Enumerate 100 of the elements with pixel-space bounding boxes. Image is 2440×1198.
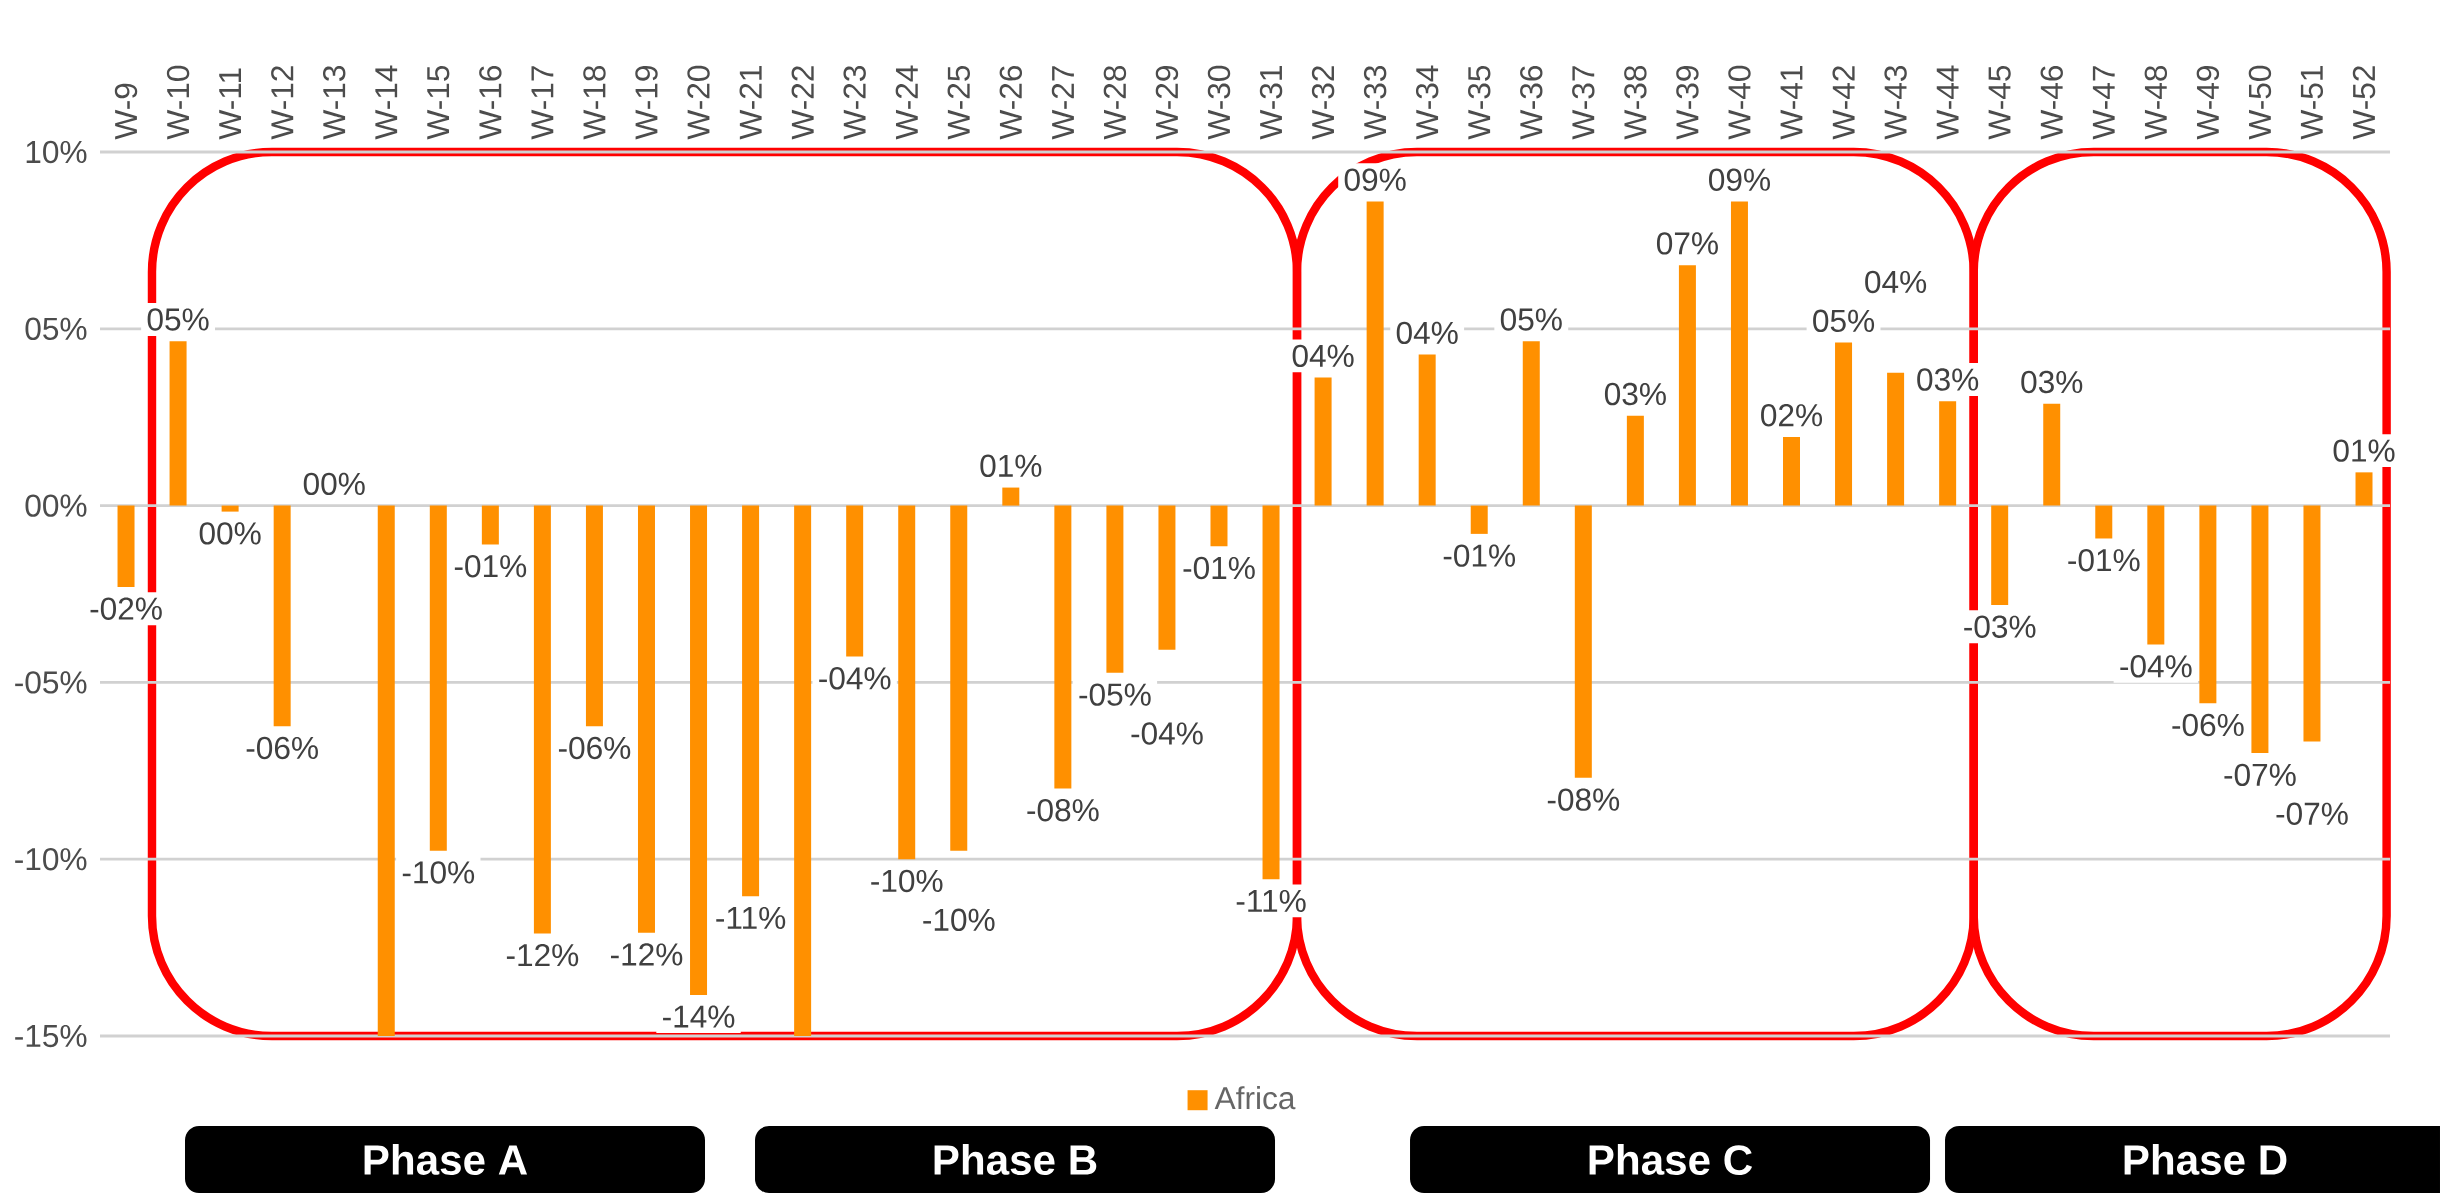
data-label: -10% (402, 861, 475, 884)
x-tick-label: W-52 (2352, 66, 2376, 140)
data-label: -07% (2224, 763, 2296, 787)
x-tick-label: W-22 (791, 66, 814, 140)
bar (794, 505, 812, 1036)
bar (2095, 505, 2113, 539)
bar (690, 505, 708, 995)
x-tick-label: W-31 (1259, 66, 1283, 140)
data-label: 05% (147, 308, 209, 331)
bar (481, 505, 499, 545)
data-label: 03% (2021, 370, 2083, 394)
x-tick-label: W-28 (1103, 65, 1127, 140)
legend-label: Africa (1214, 1086, 1296, 1110)
x-tick-label: W-38 (1624, 65, 1647, 140)
data-label: -02% (90, 597, 162, 620)
bar (2251, 505, 2269, 754)
x-tick-label: W-19 (635, 66, 658, 140)
bar (637, 505, 655, 933)
data-label: -11% (716, 906, 786, 929)
x-tick-label: W-24 (895, 65, 918, 140)
bar (846, 505, 864, 657)
bar (1158, 505, 1176, 650)
bar (898, 505, 916, 860)
x-tick-label: W-33 (1363, 65, 1387, 140)
x-tick-label: W-23 (843, 65, 866, 140)
data-label: -04% (1131, 722, 1203, 745)
data-label: -10% (871, 869, 943, 893)
bar (1574, 505, 1592, 778)
data-label: -06% (246, 736, 318, 760)
x-tick-label: W-29 (1155, 66, 1179, 140)
x-tick-label: W-26 (999, 65, 1023, 140)
data-label: 05% (1813, 309, 1875, 333)
y-tick-label: -15% (15, 1024, 87, 1048)
bar (585, 505, 603, 727)
data-label: -01% (454, 555, 527, 578)
bar (169, 341, 187, 506)
x-tick-label: W-45 (1988, 65, 2011, 140)
text: Phase B (934, 1144, 1097, 1175)
text: Phase A (364, 1144, 528, 1175)
data-label: 01% (980, 454, 1042, 478)
bar (950, 505, 968, 851)
data-label: -06% (558, 736, 631, 760)
data-label: -12% (611, 943, 683, 966)
bar (1783, 436, 1800, 506)
bar (1730, 201, 1748, 506)
x-tick-label: W-11 (219, 68, 241, 140)
x-tick-label: W-21 (739, 66, 762, 140)
x-tick-label: W-47 (2092, 66, 2115, 140)
bar (2147, 505, 2165, 645)
x-tick-label: W-9 (114, 83, 138, 140)
data-label: -12% (506, 943, 579, 967)
bar (1678, 265, 1696, 506)
bar (2043, 403, 2061, 506)
data-label: -01% (1443, 544, 1516, 567)
x-tick-label: W-41 (1780, 66, 1803, 140)
x-tick-label: W-35 (1468, 65, 1491, 140)
data-label: -01% (2068, 549, 2140, 572)
x-tick-label: W-10 (166, 65, 190, 140)
x-tick-label: W-44 (1936, 65, 1959, 140)
data-label: -06% (2172, 713, 2244, 737)
data-label: -01% (1183, 556, 1255, 580)
data-label: 00% (199, 522, 261, 545)
bar (1991, 505, 2009, 605)
data-label: -08% (1547, 788, 1620, 811)
x-tick-label: W-25 (947, 65, 970, 140)
bar (1887, 372, 1905, 506)
data-label: -04% (2120, 655, 2192, 678)
bar (1210, 505, 1228, 547)
bar (1106, 505, 1124, 673)
data-label: 01% (2333, 439, 2395, 462)
bar (1314, 377, 1332, 506)
bar (2199, 505, 2217, 704)
bar (221, 505, 239, 512)
x-tick-label: W-46 (2040, 65, 2063, 140)
x-tick-label: W-15 (427, 65, 450, 140)
data-label: 05% (1500, 308, 1562, 331)
data-label: 07% (1656, 232, 1718, 255)
bar (2303, 505, 2321, 742)
data-label: -11% (1236, 889, 1306, 913)
data-label: -03% (1964, 615, 2036, 638)
data-label: 04% (1396, 321, 1458, 345)
bar (1002, 487, 1020, 506)
bar (273, 505, 291, 727)
x-tick-label: W-43 (1884, 65, 1907, 140)
data-label: -08% (1027, 799, 1099, 822)
x-tick-label: W-13 (323, 65, 346, 140)
data-label: 00% (303, 472, 365, 496)
bar (117, 505, 135, 587)
x-tick-label: W-48 (2144, 65, 2168, 140)
bar (1054, 505, 1072, 789)
x-tick-label: W-20 (687, 65, 710, 140)
x-tick-label: W-40 (1728, 65, 1751, 140)
x-tick-label: W-36 (1520, 65, 1543, 140)
y-tick-label: 10% (26, 140, 87, 164)
x-tick-label: W-37 (1572, 66, 1595, 140)
data-label: 09% (1344, 168, 1406, 191)
x-tick-label: W-32 (1311, 66, 1335, 140)
x-tick-label: W-34 (1415, 65, 1439, 140)
x-tick-label: W-16 (479, 65, 502, 140)
bar (742, 505, 760, 897)
